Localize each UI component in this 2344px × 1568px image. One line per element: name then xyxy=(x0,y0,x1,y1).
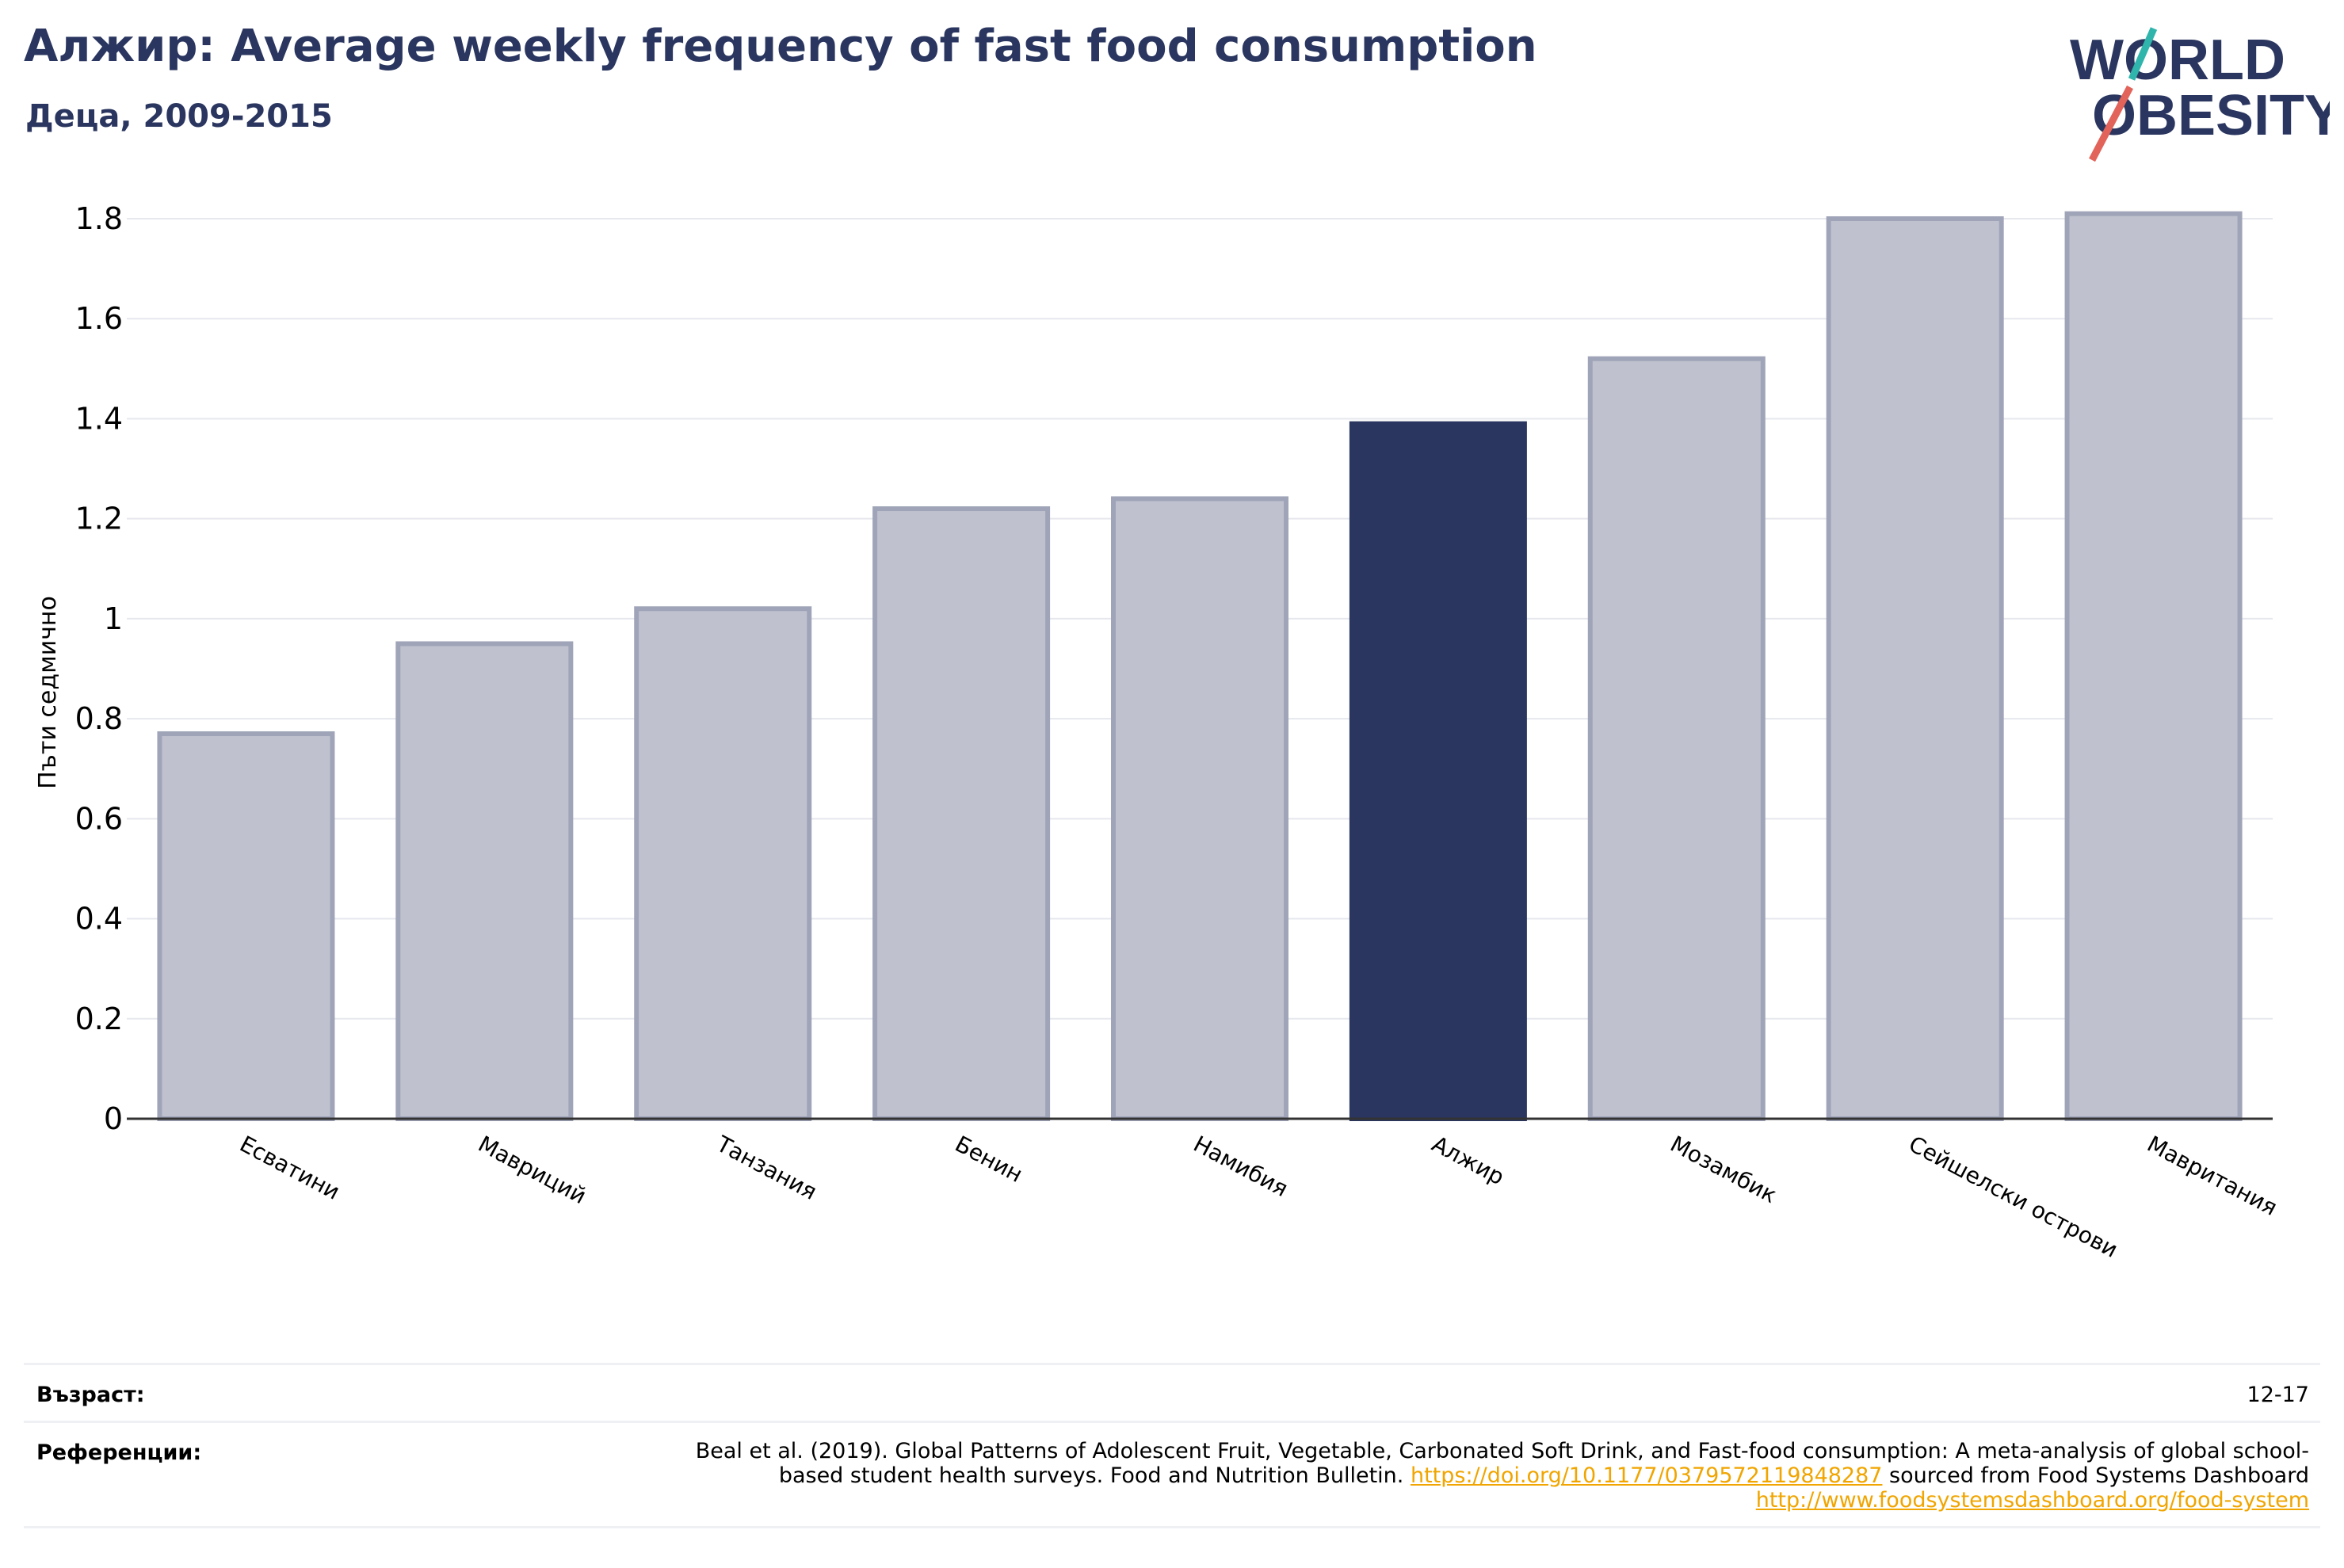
references-text-part2: sourced from Food Systems Dashboard xyxy=(1882,1463,2309,1488)
x-tick-label: Сейшелски острови xyxy=(1904,1131,2122,1263)
y-tick-label: 0.8 xyxy=(75,701,123,736)
bar-2 xyxy=(395,641,574,1121)
x-tick-labels: Есватини Мавриций Танзания Бенин Намибия Алжи… xyxy=(235,1131,2281,1263)
references-text: Beal et al. (2019). Global Patterns of A… xyxy=(685,1439,2309,1513)
age-label: Възраст: xyxy=(36,1383,145,1407)
bar-chart: 0 0.2 0.4 0.6 0.8 1 1.2 1.4 1.6 1.8 Есватини Маври… xyxy=(34,201,2281,1263)
world-obesity-logo: WORLD OBESITY xyxy=(2070,27,2330,162)
footer-table: Възраст: 12-17 Референции: Beal et al. (… xyxy=(24,1363,2320,1528)
y-tick-label: 1.6 xyxy=(75,301,123,336)
y-tick-label: 1.8 xyxy=(75,201,123,236)
x-tick-label: Алжир xyxy=(1428,1131,1509,1190)
x-tick-label: Намибия xyxy=(1189,1131,1292,1202)
doi-link[interactable]: https://doi.org/10.1177/0379572119848287 xyxy=(1410,1463,1883,1488)
references-text-part1: Beal et al. (2019). Global Patterns of A… xyxy=(695,1439,2309,1488)
footer-row-references: Референции: Beal et al. (2019). Global P… xyxy=(24,1421,2320,1528)
references-label: Референции: xyxy=(36,1440,202,1465)
dashboard-link[interactable]: http://www.foodsystemsdashboard.org/food… xyxy=(1755,1488,2309,1513)
bar-5 xyxy=(1111,496,1288,1121)
bar-9 xyxy=(2064,211,2243,1122)
chart-subtitle: Деца, 2009-2015 xyxy=(25,98,333,135)
x-tick-label: Есватини xyxy=(235,1131,344,1205)
chart-title: Алжир: Average weekly frequency of fast … xyxy=(24,21,1537,72)
age-value: 12-17 xyxy=(2247,1383,2309,1407)
logo-line1: WORLD xyxy=(2070,29,2285,92)
bar-1 xyxy=(157,731,335,1121)
x-tick-label: Бенин xyxy=(951,1131,1027,1188)
bar-6 xyxy=(1349,421,1527,1121)
y-tick-label: 1.4 xyxy=(75,401,123,436)
bar-3 xyxy=(634,606,812,1121)
x-tick-label: Мозамбик xyxy=(1666,1131,1781,1208)
x-tick-label: Мавриций xyxy=(474,1131,590,1209)
y-tick-label: 0.6 xyxy=(75,801,123,836)
y-tick-labels: 0 0.2 0.4 0.6 0.8 1 1.2 1.4 1.6 1.8 xyxy=(75,201,123,1136)
y-axis-label: Пъти седмично xyxy=(34,596,62,789)
y-tick-label: 1.2 xyxy=(75,502,123,536)
x-tick-label: Танзания xyxy=(712,1131,821,1205)
y-tick-label: 0.2 xyxy=(75,1001,123,1036)
bar-8 xyxy=(1826,216,2004,1121)
x-tick-label: Мавритания xyxy=(2143,1131,2281,1221)
bar-7 xyxy=(1587,356,1766,1121)
footer-row-age: Възраст: 12-17 xyxy=(24,1363,2320,1421)
y-tick-label: 0.4 xyxy=(75,902,123,937)
bar-4 xyxy=(872,506,1051,1121)
bars xyxy=(157,211,2243,1122)
y-tick-label: 0 xyxy=(104,1101,123,1136)
logo-line2: OBESITY xyxy=(2092,84,2330,147)
y-tick-label: 1 xyxy=(104,601,123,636)
